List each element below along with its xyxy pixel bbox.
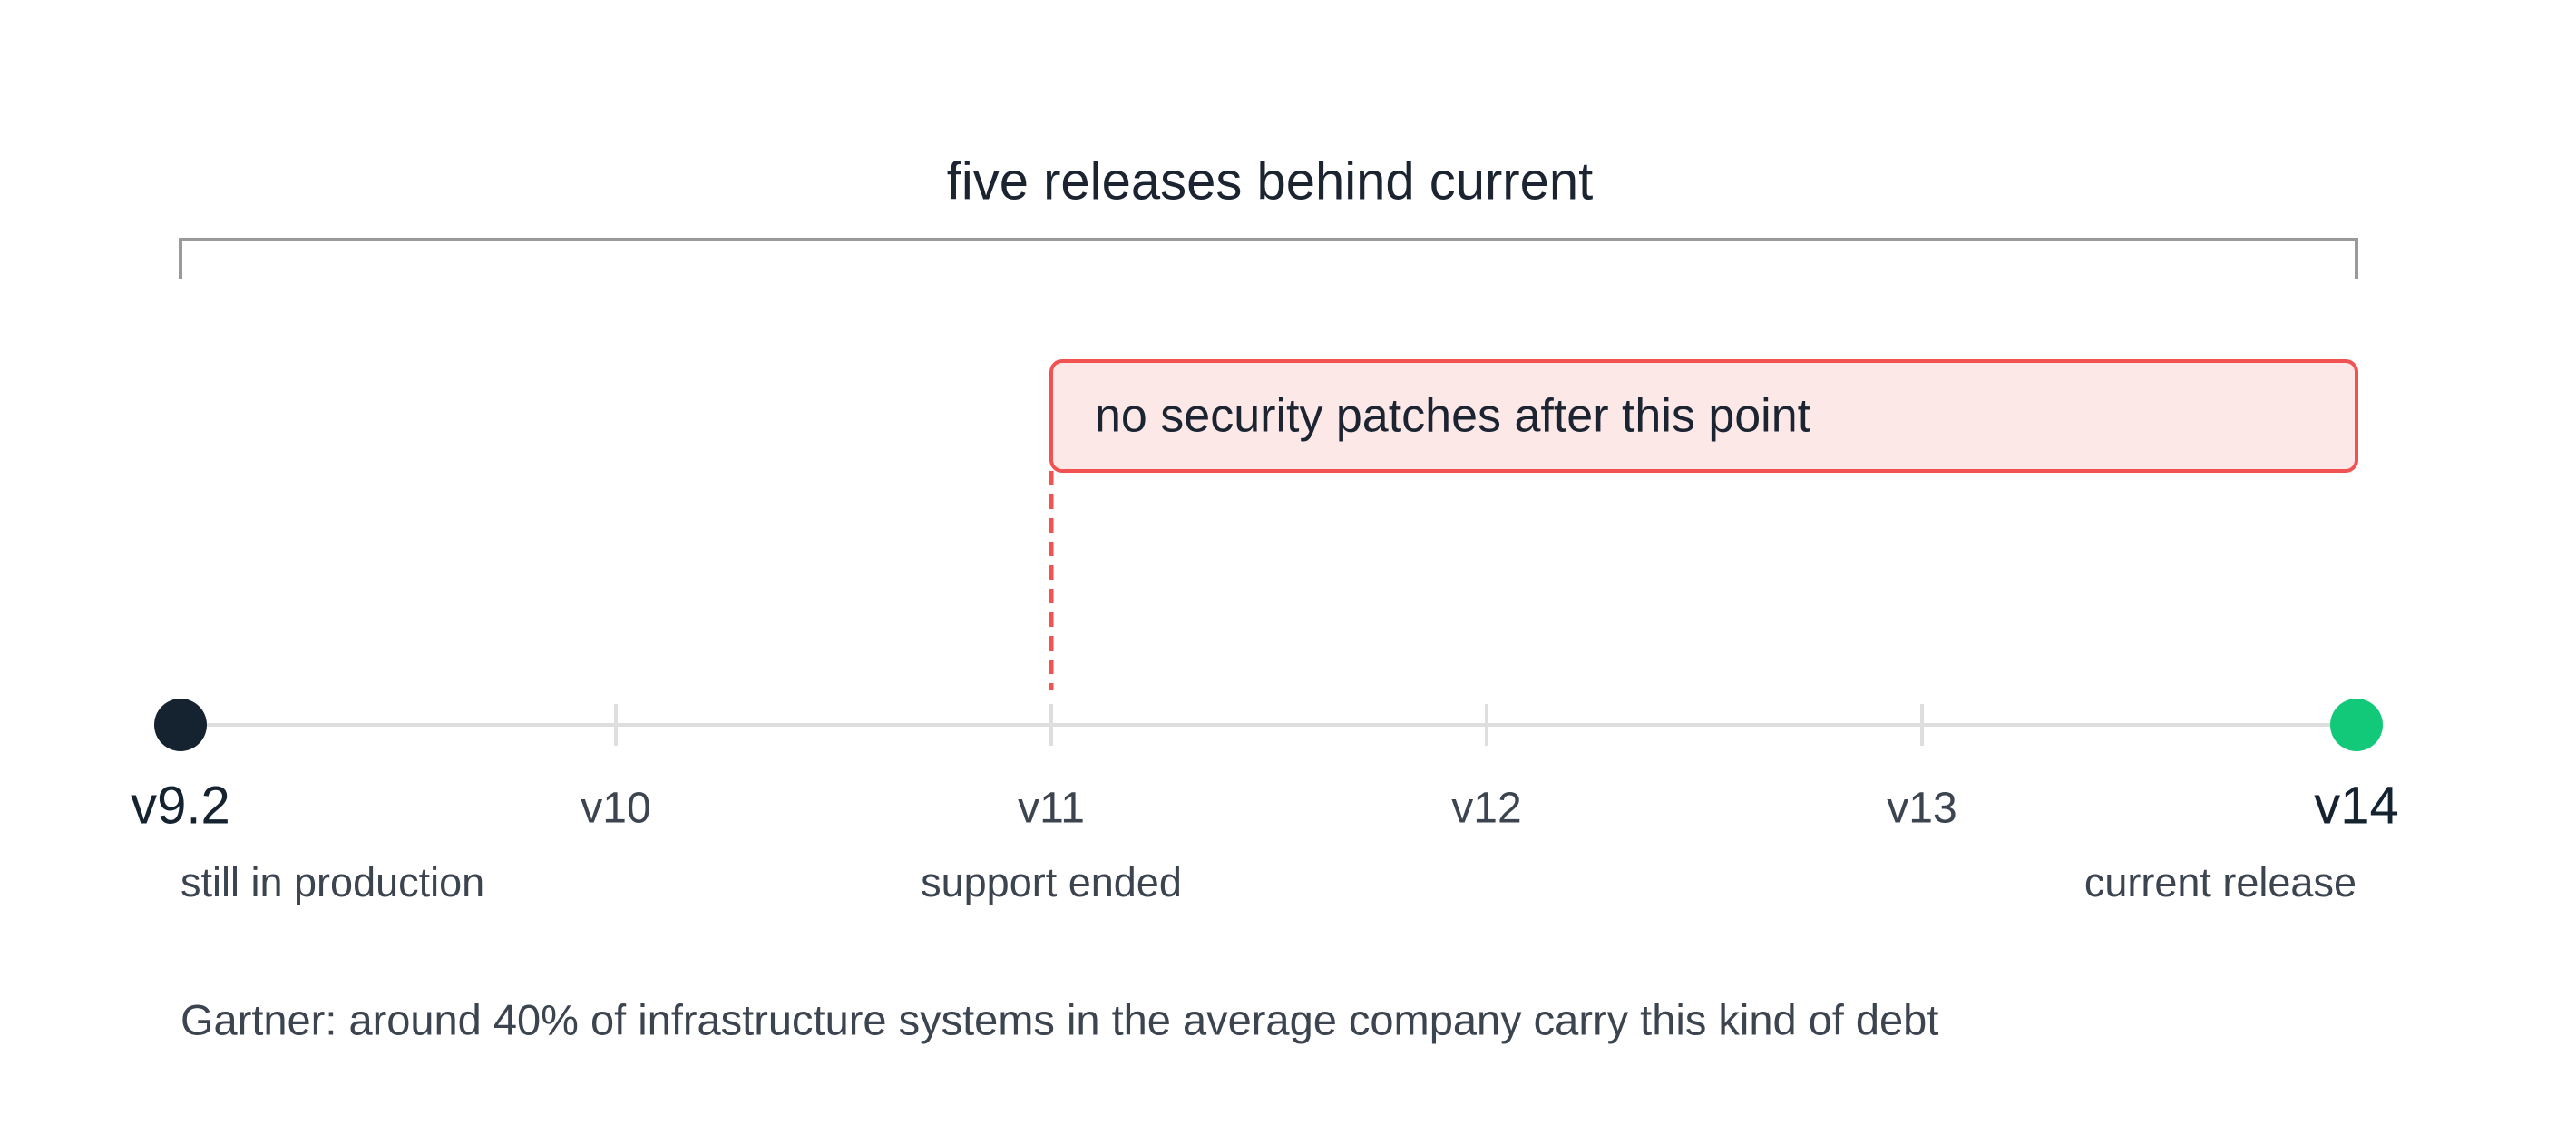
- version-label: v13: [1887, 785, 1956, 833]
- callout-box: [1049, 359, 2358, 473]
- version-label: v14: [2314, 776, 2399, 835]
- title: five releases behind current: [947, 152, 1594, 210]
- footnote: Gartner: around 40% of infrastructure sy…: [181, 995, 1938, 1043]
- version-label: v10: [581, 785, 650, 833]
- milestone-note: support ended: [921, 859, 1182, 905]
- version-label: v12: [1451, 785, 1521, 833]
- milestone-note: current release: [2084, 859, 2356, 905]
- milestone-note: still in production: [181, 859, 484, 905]
- end-dot: [2330, 699, 2383, 751]
- version-label: v9.2: [131, 776, 230, 835]
- bracket: [179, 238, 2358, 279]
- start-dot: [154, 699, 207, 751]
- version-label: v11: [1018, 785, 1085, 833]
- callout-text: no security patches after this point: [1095, 390, 1811, 443]
